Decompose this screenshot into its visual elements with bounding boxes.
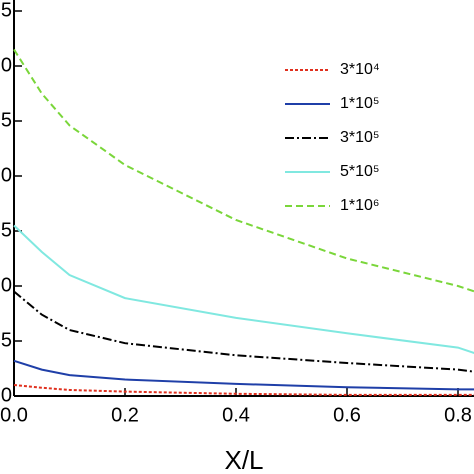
y-tick-label: 3.5: [0, 0, 12, 21]
line: [13, 290, 474, 373]
legend-label: 1*10⁶: [340, 197, 380, 214]
x-tick-label: 0.6: [333, 404, 361, 426]
x-tick-label: 0.8: [444, 404, 472, 426]
line: [13, 48, 474, 293]
line: [13, 384, 474, 396]
legend-label: 3*10⁵: [340, 129, 380, 146]
legend-label: 3*10⁴: [340, 61, 380, 78]
y-tick-label: 2.5: [0, 109, 12, 131]
y-tick-label: 1.5: [0, 219, 12, 241]
y-tick-label: 3.0: [0, 54, 12, 76]
y-tick-label: 0.0: [0, 384, 12, 406]
line: [13, 224, 474, 354]
x-tick-label: 0.4: [222, 404, 250, 426]
y-tick-label: 2.0: [0, 164, 12, 186]
y-tick-label: 1.0: [0, 274, 12, 296]
legend-label: 5*10⁵: [340, 163, 380, 180]
x-axis-label: X/L: [224, 445, 263, 474]
legend-label: 1*10⁵: [340, 95, 380, 112]
y-tick-label: 0.5: [0, 329, 12, 351]
x-tick-label: 0.0: [0, 404, 28, 426]
line: [13, 359, 474, 391]
x-tick-label: 0.2: [111, 404, 139, 426]
